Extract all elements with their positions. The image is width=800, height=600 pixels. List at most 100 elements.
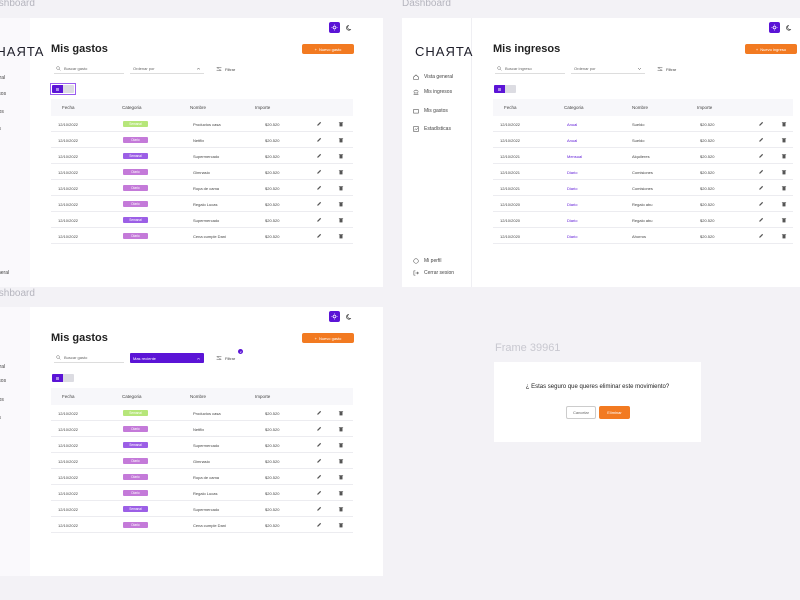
filter-button[interactable]: Filtrar 2: [216, 349, 244, 361]
category-link[interactable]: Diario: [567, 218, 578, 223]
sidebar-item-perfil[interactable]: Mi perfil: [413, 258, 442, 264]
filter-button[interactable]: Filtrar: [216, 66, 235, 72]
trash-icon[interactable]: [781, 233, 787, 239]
delete-confirm-button[interactable]: Eliminar: [599, 406, 630, 419]
sidebar-item-mis-gastos[interactable]: Mis gastos: [0, 397, 4, 403]
trash-icon[interactable]: [781, 185, 787, 191]
sidebar-item-vista-general[interactable]: Vista general: [0, 364, 5, 370]
trash-icon[interactable]: [338, 410, 344, 416]
category-link[interactable]: Anual: [567, 138, 578, 143]
search-input[interactable]: Buscar ingreso: [495, 64, 565, 74]
category-link[interactable]: Diario: [567, 170, 578, 175]
pencil-icon[interactable]: [316, 217, 322, 223]
pencil-icon[interactable]: [316, 458, 322, 464]
pencil-icon[interactable]: [316, 137, 322, 143]
sun-icon[interactable]: [769, 22, 780, 33]
category-link[interactable]: Diario: [567, 234, 578, 239]
pencil-icon[interactable]: [316, 442, 322, 448]
trash-icon[interactable]: [338, 153, 344, 159]
view-toggle[interactable]: [494, 85, 516, 93]
sidebar-item-estadisticas[interactable]: Estadísticas: [0, 126, 1, 132]
sidebar-item-mis-gastos[interactable]: Mis gastos: [0, 109, 4, 115]
pencil-icon[interactable]: [316, 426, 322, 432]
category-link[interactable]: Diario: [567, 186, 578, 191]
sidebar-item-perfil[interactable]: Vista general: [0, 270, 9, 276]
moon-icon[interactable]: [344, 22, 355, 33]
sun-icon[interactable]: [329, 22, 340, 33]
filter-button[interactable]: Filtrar: [657, 66, 676, 72]
view-toggle[interactable]: [50, 83, 76, 95]
trash-icon[interactable]: [338, 201, 344, 207]
pencil-icon[interactable]: [758, 121, 764, 127]
trash-icon[interactable]: [338, 426, 344, 432]
sidebar-item-estadisticas[interactable]: Estadísticas: [0, 415, 1, 421]
pencil-icon[interactable]: [758, 169, 764, 175]
pencil-icon[interactable]: [316, 490, 322, 496]
trash-icon[interactable]: [338, 490, 344, 496]
pencil-icon[interactable]: [316, 169, 322, 175]
list-view-icon[interactable]: [52, 85, 63, 93]
trash-icon[interactable]: [338, 185, 344, 191]
pencil-icon[interactable]: [316, 522, 322, 528]
pencil-icon[interactable]: [316, 506, 322, 512]
trash-icon[interactable]: [338, 442, 344, 448]
pencil-icon[interactable]: [316, 185, 322, 191]
category-link[interactable]: Diario: [567, 202, 578, 207]
sidebar-item-vista-general[interactable]: Vista general: [413, 74, 453, 80]
trash-icon[interactable]: [338, 522, 344, 528]
sidebar-item-vista-general[interactable]: Vista general: [0, 75, 5, 81]
trash-icon[interactable]: [781, 121, 787, 127]
grid-view-icon[interactable]: [63, 374, 74, 382]
trash-icon[interactable]: [338, 137, 344, 143]
trash-icon[interactable]: [338, 169, 344, 175]
sort-select[interactable]: Ordenar por: [130, 64, 204, 74]
trash-icon[interactable]: [338, 217, 344, 223]
pencil-icon[interactable]: [316, 410, 322, 416]
trash-icon[interactable]: [781, 137, 787, 143]
trash-icon[interactable]: [338, 506, 344, 512]
trash-icon[interactable]: [781, 169, 787, 175]
new-expense-button[interactable]: + Nuevo gasto: [302, 44, 354, 54]
cancel-button[interactable]: Cancelar: [566, 406, 596, 419]
new-expense-button[interactable]: + Nuevo gasto: [302, 333, 354, 343]
category-link[interactable]: Mensual: [567, 154, 583, 159]
trash-icon[interactable]: [338, 458, 344, 464]
logout-button[interactable]: Cerrar sesion: [413, 270, 454, 276]
pencil-icon[interactable]: [316, 233, 322, 239]
sidebar-item-mis-gastos[interactable]: Mis gastos: [413, 108, 448, 114]
sidebar-item-mis-ingresos[interactable]: Mis ingresos: [0, 91, 6, 97]
list-view-icon[interactable]: [52, 374, 63, 382]
sidebar-item-estadisticas[interactable]: Estadísticas: [413, 126, 451, 132]
sort-select[interactable]: Mas reciente: [130, 353, 204, 363]
pencil-icon[interactable]: [316, 474, 322, 480]
search-input[interactable]: Buscar gasto: [54, 64, 124, 74]
trash-icon[interactable]: [781, 201, 787, 207]
pencil-icon[interactable]: [758, 201, 764, 207]
pencil-icon[interactable]: [758, 233, 764, 239]
view-toggle[interactable]: [52, 374, 74, 382]
list-view-icon[interactable]: [494, 85, 505, 93]
moon-icon[interactable]: [784, 22, 795, 33]
moon-icon[interactable]: [344, 311, 355, 322]
pencil-icon[interactable]: [316, 201, 322, 207]
sun-icon[interactable]: [329, 311, 340, 322]
sort-select[interactable]: Ordenar por: [571, 64, 645, 74]
trash-icon[interactable]: [338, 233, 344, 239]
trash-icon[interactable]: [338, 121, 344, 127]
trash-icon[interactable]: [781, 153, 787, 159]
pencil-icon[interactable]: [316, 121, 322, 127]
sidebar-item-mis-ingresos[interactable]: Mis ingresos: [413, 89, 452, 95]
pencil-icon[interactable]: [758, 153, 764, 159]
grid-view-icon[interactable]: [505, 85, 516, 93]
trash-icon[interactable]: [781, 217, 787, 223]
sidebar-item-mis-ingresos[interactable]: Mis ingresos: [0, 378, 6, 384]
grid-view-icon[interactable]: [63, 85, 74, 93]
pencil-icon[interactable]: [758, 185, 764, 191]
category-link[interactable]: Anual: [567, 122, 578, 127]
pencil-icon[interactable]: [758, 137, 764, 143]
search-input[interactable]: Buscar gasto: [54, 353, 124, 363]
trash-icon[interactable]: [338, 474, 344, 480]
new-income-button[interactable]: + Nuevo ingreso: [745, 44, 797, 54]
pencil-icon[interactable]: [758, 217, 764, 223]
pencil-icon[interactable]: [316, 153, 322, 159]
